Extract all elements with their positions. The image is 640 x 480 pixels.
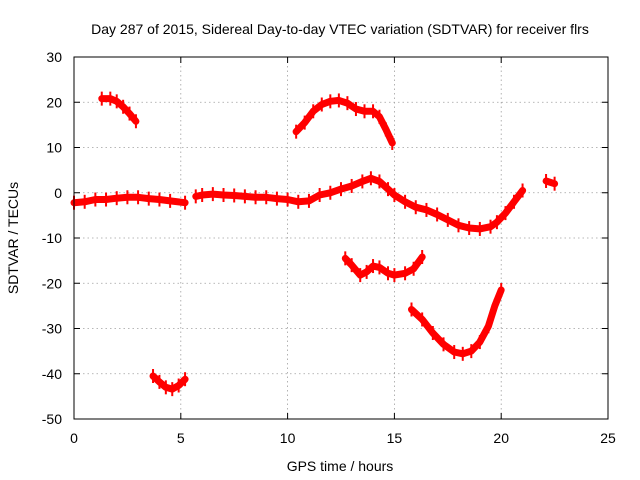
series-arc-1	[98, 95, 140, 125]
y-tick-label: -10	[42, 230, 62, 246]
series-arc-5	[542, 177, 559, 188]
y-tick-label: -20	[42, 275, 62, 291]
y-tick-label: 20	[46, 94, 62, 110]
x-axis-label: GPS time / hours	[287, 458, 394, 474]
x-tick-label: 0	[70, 430, 78, 446]
y-tick-label: -30	[42, 321, 62, 337]
y-tick-label: 0	[54, 185, 62, 201]
series-layer	[70, 91, 559, 397]
y-tick-label: -50	[42, 411, 62, 427]
chart-title: Day 287 of 2015, Sidereal Day-to-day VTE…	[91, 21, 589, 37]
x-tick-label: 5	[177, 430, 185, 446]
tick-layer: 0 5 10 15 20 25 -50 -40 -30 -20 -10 0 10 20 30	[42, 49, 616, 446]
x-tick-label: 20	[493, 430, 509, 446]
series-arc-4	[192, 174, 527, 233]
y-tick-label: 10	[46, 140, 62, 156]
y-tick-label: 30	[46, 49, 62, 65]
x-tick-label: 10	[280, 430, 296, 446]
series-arc-2	[149, 372, 189, 393]
x-tick-label: 15	[387, 430, 403, 446]
y-tick-label: -40	[42, 366, 62, 382]
x-tick-label: 25	[600, 430, 616, 446]
y-axis-label: SDTVAR / TECUs	[5, 182, 21, 294]
